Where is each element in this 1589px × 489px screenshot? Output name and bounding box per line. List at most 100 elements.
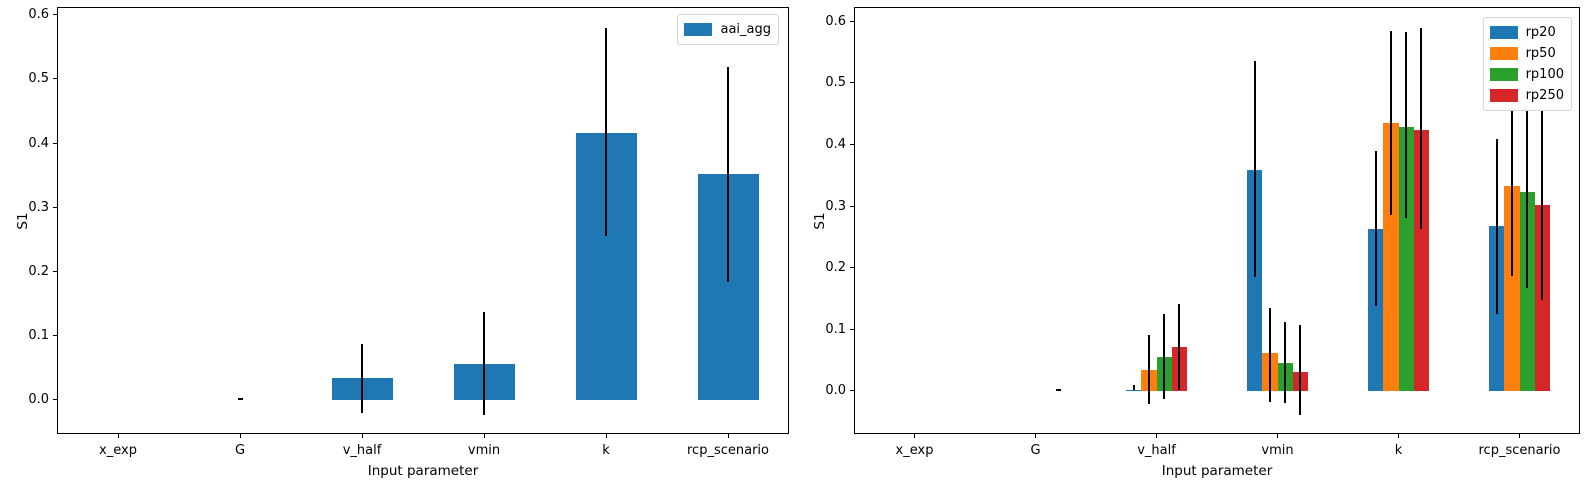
x-tick	[239, 434, 241, 438]
legend: aai_agg	[677, 14, 779, 45]
legend-swatch	[1489, 26, 1518, 39]
error-bar	[1299, 324, 1302, 415]
bar	[1383, 123, 1399, 391]
x-tick-label: vmin	[467, 443, 501, 458]
plot-border	[57, 7, 789, 434]
y-tick-label: 0.2	[28, 264, 49, 280]
bar	[1247, 169, 1263, 391]
error-bar	[1526, 88, 1529, 288]
bar-dash	[1055, 389, 1061, 391]
legend-item: rp50	[1489, 43, 1564, 64]
bar	[1368, 228, 1384, 391]
y-tick-label: 0.0	[825, 383, 846, 399]
x-tick	[727, 434, 729, 438]
error-bar	[1253, 61, 1256, 277]
y-tick	[850, 267, 854, 269]
x-tick-label: rcp_scenario	[687, 443, 769, 458]
y-tick	[53, 271, 57, 273]
bar	[1413, 130, 1429, 391]
legend-item: rp250	[1489, 85, 1564, 106]
plot-border	[854, 7, 1580, 434]
legend-swatch	[1489, 68, 1518, 81]
x-tick-label: x_exp	[895, 443, 934, 458]
x-tick	[1156, 434, 1157, 438]
x-tick-label: k	[602, 443, 610, 458]
y-tick	[53, 78, 57, 80]
y-tick-label: 0.6	[825, 13, 846, 29]
error-bar	[1178, 303, 1181, 391]
y-tick-label: 0.3	[825, 198, 846, 214]
x-tick-label: vmin	[1261, 443, 1294, 458]
x-tick-label: G	[234, 443, 246, 458]
bar	[1398, 126, 1414, 391]
y-tick-label: 0.5	[825, 75, 846, 91]
error-bar	[1374, 150, 1377, 307]
y-tick-label: 0.0	[28, 392, 49, 408]
x-tick	[483, 434, 485, 438]
bar	[1126, 389, 1142, 391]
error-bar	[361, 344, 363, 413]
error-bar	[1510, 82, 1513, 276]
y-tick-label: 0.1	[28, 328, 49, 344]
x-tick-label: x_exp	[99, 443, 137, 458]
x-tick	[1277, 434, 1278, 438]
error-bar	[1132, 384, 1135, 391]
legend-label: rp100	[1525, 67, 1564, 82]
y-tick	[53, 206, 57, 208]
legend-item: rp100	[1489, 64, 1564, 85]
x-tick	[1398, 434, 1399, 438]
x-tick	[1519, 434, 1520, 438]
legend-label: aai_agg	[720, 22, 771, 37]
y-tick	[53, 142, 57, 144]
legend-swatch	[1489, 89, 1518, 102]
legend-label: rp20	[1525, 25, 1556, 40]
y-tick	[850, 20, 854, 22]
x-tick-label: v_half	[1137, 443, 1176, 458]
x-tick	[1035, 434, 1036, 438]
y-tick-label: 0.1	[825, 321, 846, 337]
y-tick	[53, 14, 57, 16]
y-tick-label: 0.3	[28, 199, 49, 215]
error-bar	[1163, 313, 1166, 399]
x-tick-label: v_half	[342, 443, 382, 458]
x-axis-label: Input parameter	[1161, 463, 1273, 479]
legend-label: rp250	[1525, 88, 1564, 103]
legend: rp20 rp50 rp100 rp250	[1482, 17, 1572, 111]
x-tick	[361, 434, 363, 438]
y-tick	[850, 205, 854, 207]
y-tick	[850, 390, 854, 392]
error-bar	[1405, 32, 1408, 219]
y-tick-label: 0.6	[28, 7, 49, 23]
y-tick-label: 0.4	[825, 136, 846, 152]
legend-swatch	[684, 23, 713, 36]
error-bar	[1541, 109, 1544, 300]
x-tick-label: rcp_scenario	[1478, 443, 1561, 458]
error-bar	[483, 312, 485, 415]
y-axis-label: S1	[15, 211, 31, 230]
bar-dash	[237, 398, 243, 400]
legend-label: rp50	[1525, 46, 1556, 61]
error-bar	[1268, 307, 1271, 402]
x-tick	[117, 434, 119, 438]
y-tick-label: 0.2	[825, 260, 846, 276]
y-tick	[850, 143, 854, 145]
y-tick	[53, 399, 57, 401]
y-tick	[53, 335, 57, 337]
bar	[1519, 192, 1535, 391]
error-bar	[1420, 27, 1423, 230]
error-bar	[1284, 322, 1287, 404]
y-axis-label: S1	[812, 211, 828, 230]
legend-item: rp20	[1489, 22, 1564, 43]
error-bar	[727, 66, 729, 282]
x-tick-label: G	[1030, 443, 1041, 458]
error-bar	[605, 28, 607, 237]
y-tick-label: 0.5	[28, 71, 49, 87]
x-tick	[605, 434, 607, 438]
error-bar	[1389, 31, 1392, 216]
x-axis-label: Input parameter	[367, 463, 479, 479]
bar	[1504, 185, 1520, 391]
y-tick-label: 0.4	[28, 135, 49, 151]
legend-swatch	[1489, 47, 1518, 60]
error-bar	[1147, 334, 1150, 404]
